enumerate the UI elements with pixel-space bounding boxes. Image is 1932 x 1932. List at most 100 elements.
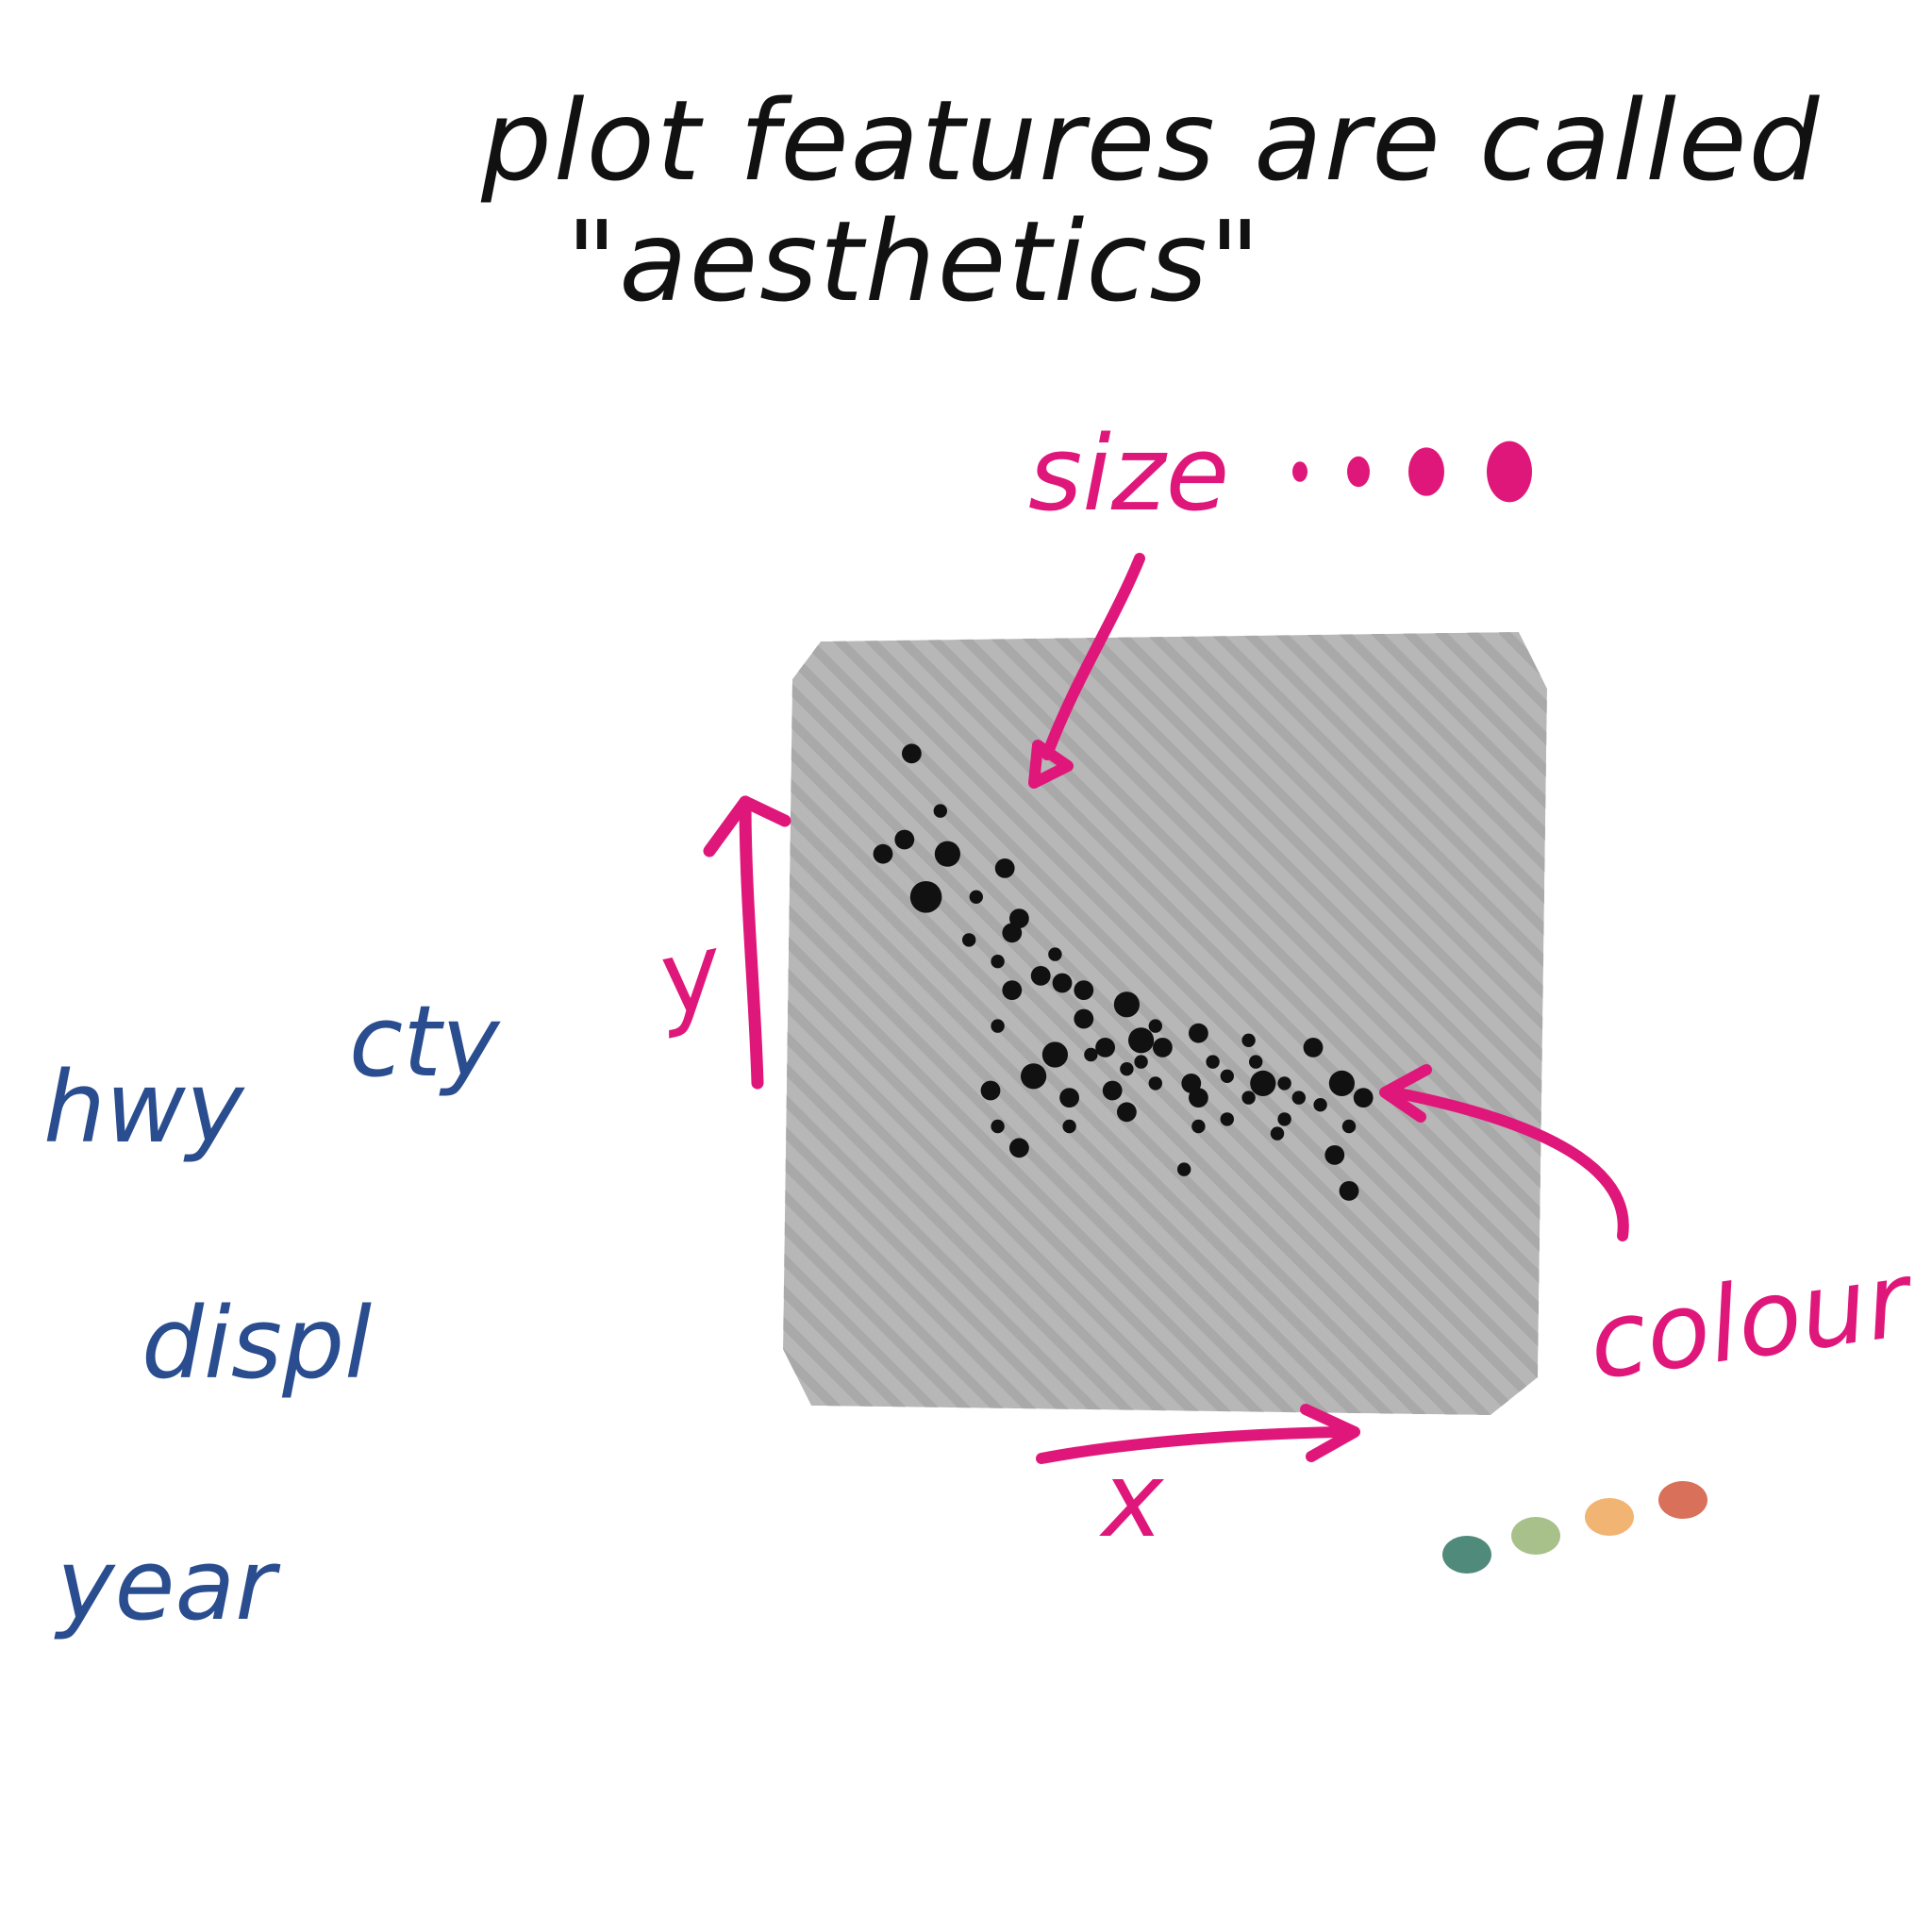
panel-scribble-stroke: [1082, 632, 1547, 1415]
scatter-point: [1009, 1138, 1029, 1158]
scatter-point: [991, 955, 1005, 969]
scatter-point: [1117, 1102, 1137, 1123]
panel-scribble-stroke: [783, 632, 1137, 1415]
scatter-point: [1249, 1055, 1263, 1069]
scatter-point: [1277, 1112, 1291, 1126]
scatter-point: [1206, 1055, 1220, 1069]
x-axis-label: x: [1099, 1440, 1165, 1560]
scatter-point: [933, 804, 947, 818]
title-line-2: "aesthetics": [566, 196, 1262, 326]
colour-legend-swatch: [1585, 1498, 1634, 1536]
x-axis-arrow: [1036, 1404, 1360, 1464]
size-arrow: [1028, 553, 1145, 789]
panel-scribble-stroke: [783, 632, 1361, 1415]
scatter-point: [1341, 1119, 1357, 1134]
scatter-point: [894, 829, 915, 850]
scatter-point: [1062, 1119, 1076, 1134]
scatter-point: [1041, 1041, 1068, 1068]
panel-scribble-stroke: [954, 632, 1547, 1415]
colour-legend-swatch: [1511, 1517, 1560, 1555]
scatter-point: [909, 881, 942, 913]
panel-scribble-stroke: [783, 632, 944, 1415]
scatter-point: [1128, 1027, 1155, 1054]
panel-scribble-stroke: [858, 632, 1547, 1415]
scatter-point: [1148, 1019, 1163, 1033]
panel-scribble-stroke: [986, 632, 1547, 1415]
y-axis-label: y: [644, 909, 734, 1041]
colour-legend: [1442, 1481, 1707, 1574]
panel-scribble-stroke: [1146, 632, 1547, 1415]
panel-scribble-stroke: [1307, 632, 1547, 1415]
size-legend-dot: [1408, 447, 1444, 496]
colour-legend-swatch: [1658, 1481, 1707, 1519]
scatter-point: [873, 843, 893, 864]
scatter-point: [1303, 1038, 1324, 1058]
scatter-point: [1220, 1069, 1235, 1084]
scatter-point: [1177, 1162, 1191, 1176]
scatter-point: [1339, 1181, 1359, 1201]
panel-scribble-stroke: [1210, 632, 1547, 1415]
panel-scribble-stroke: [1371, 632, 1547, 1415]
scatter-points: [873, 743, 1374, 1201]
scatter-point: [1074, 1008, 1094, 1029]
panel-scribble-stroke: [783, 632, 1008, 1415]
scatter-point: [1324, 1145, 1345, 1165]
scatter-point: [1074, 980, 1094, 1000]
panel-scribble-stroke: [783, 632, 1201, 1415]
size-legend: [1292, 441, 1532, 503]
scatter-point: [1191, 1119, 1206, 1134]
panel-scribble-stroke: [783, 632, 1490, 1415]
scatter-point: [934, 841, 961, 867]
panel-scribble-stroke: [783, 632, 1522, 1415]
scatter-point: [980, 1080, 1001, 1101]
scatter-point: [1059, 1088, 1079, 1108]
size-legend-dot: [1347, 456, 1370, 488]
scatter-point: [1220, 1112, 1235, 1126]
scatter-point: [1120, 1062, 1134, 1076]
scatter-point: [1084, 1047, 1098, 1062]
panel-scribble-stroke: [783, 632, 1297, 1415]
scatter-point: [1313, 1098, 1327, 1112]
scatter-point: [969, 890, 984, 904]
y-axis-arrow: [703, 795, 791, 1090]
variable-hwy: hwy: [43, 1050, 245, 1165]
panel-scribble-stroke: [1242, 632, 1547, 1415]
scatter-point: [1328, 1070, 1355, 1096]
plot-panel: [783, 632, 1547, 1415]
scatter-point: [1102, 1080, 1123, 1101]
size-legend-dot: [1292, 461, 1307, 482]
panel-scribble-stroke: [783, 632, 1073, 1415]
scatter-point: [1052, 973, 1073, 993]
scatter-point: [1113, 991, 1140, 1018]
panel-scribble-stroke: [783, 632, 1105, 1415]
scatter-point: [1021, 1063, 1047, 1090]
variable-year: year: [54, 1527, 281, 1642]
scatter-point: [1277, 1076, 1291, 1091]
panel-scribble-stroke: [783, 632, 1457, 1415]
scatter-point: [1048, 947, 1062, 961]
panel-scribble-stroke: [1114, 632, 1547, 1415]
scatter-point: [1189, 1023, 1208, 1043]
scatter-point: [1241, 1033, 1256, 1048]
scatter-point: [1291, 1091, 1307, 1105]
panel-scribble-stroke: [825, 632, 1547, 1415]
scatter-point: [1030, 966, 1051, 986]
title-line-1: plot features are called: [480, 75, 1821, 206]
variable-displ: displ: [142, 1286, 372, 1401]
panel-scribble-stroke: [783, 632, 1169, 1415]
scatter-point: [1153, 1038, 1173, 1058]
scatter-point: [991, 1019, 1005, 1033]
scatter-point: [1148, 1076, 1163, 1091]
panel-scribble-stroke: [1274, 632, 1547, 1415]
colour-arrow: [1379, 1064, 1629, 1241]
panel-scribble-stroke: [793, 632, 1547, 1415]
panel-scribble-stroke: [783, 632, 1041, 1415]
scatter-point: [961, 933, 976, 947]
variable-cty: cty: [349, 984, 501, 1099]
scatter-point: [1270, 1126, 1285, 1141]
scatter-point: [1189, 1088, 1208, 1108]
panel-scribble-stroke: [1178, 632, 1547, 1415]
colour-label: colour: [1582, 1238, 1923, 1403]
panel-scribble-stroke: [783, 632, 976, 1415]
